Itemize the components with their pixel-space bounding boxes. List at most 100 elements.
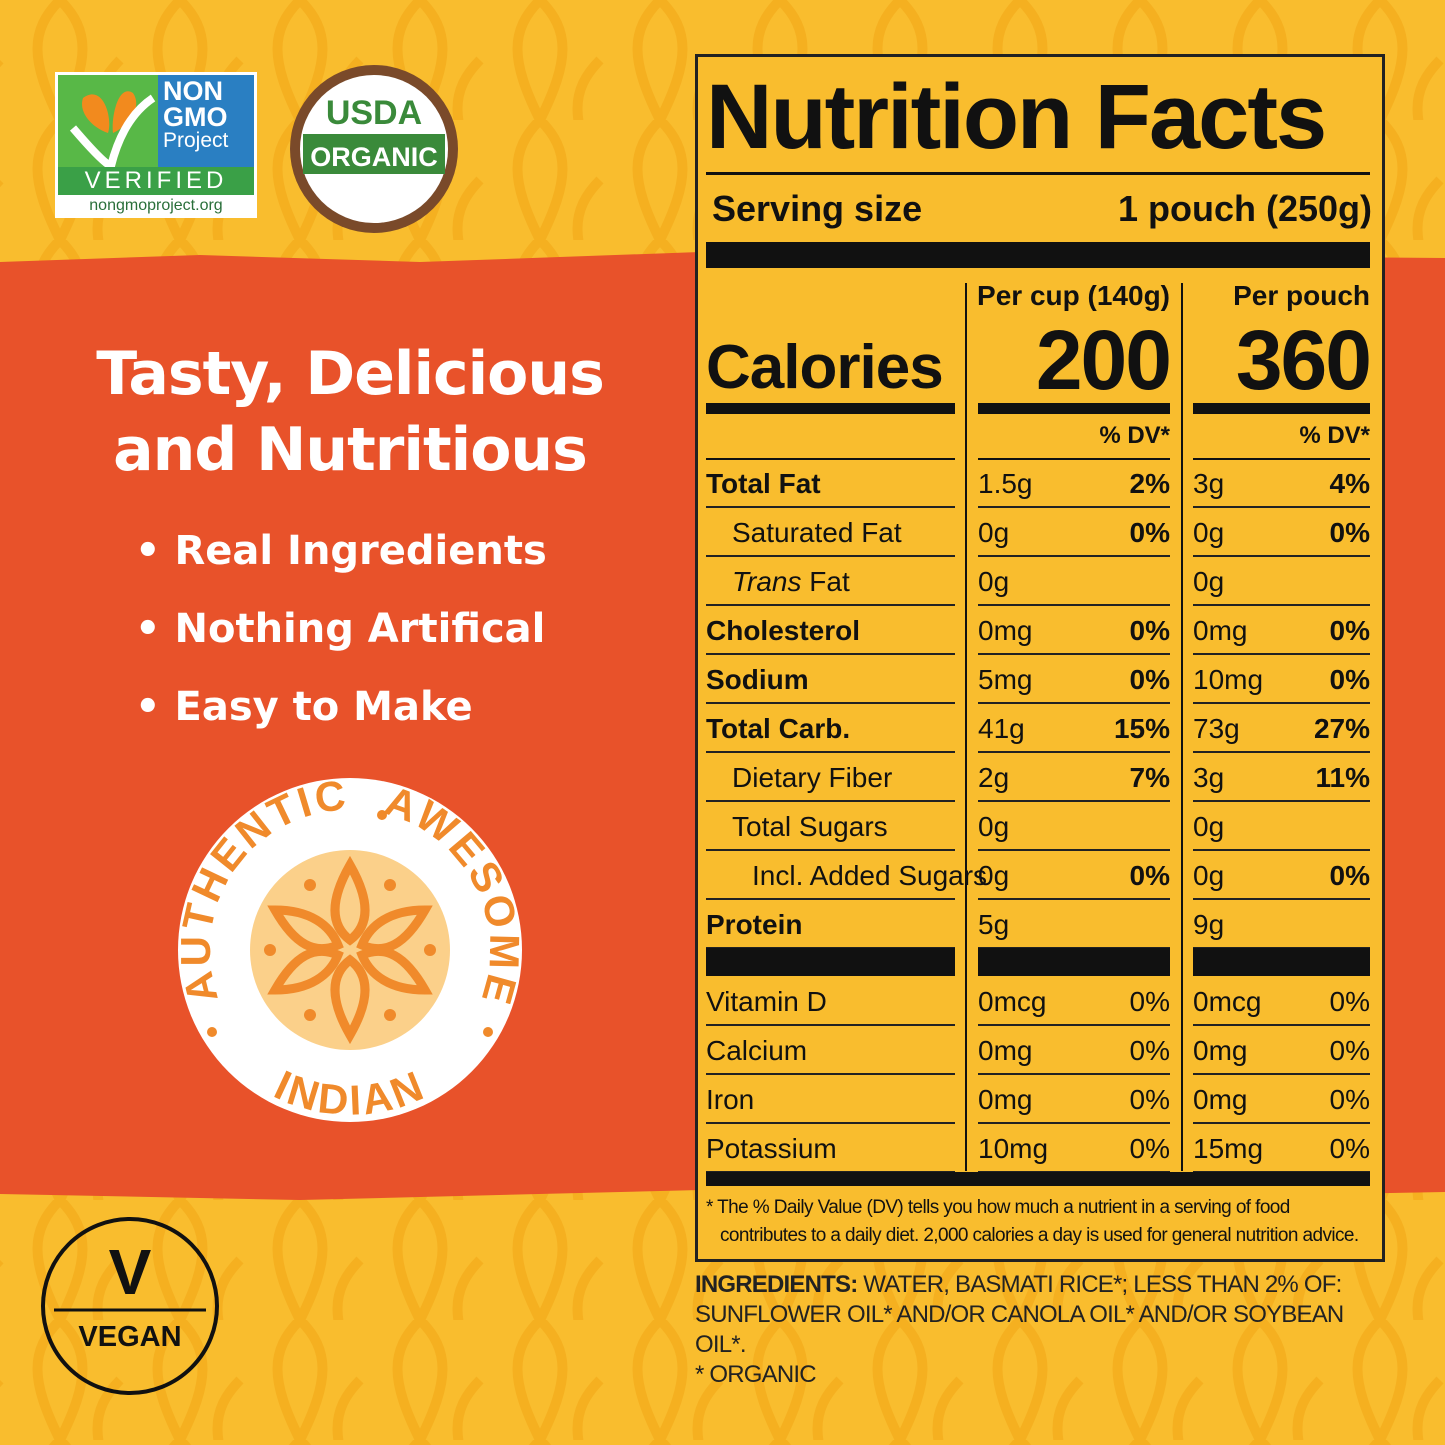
text: 2g <box>978 762 1010 793</box>
text: 10mg <box>978 1133 1049 1164</box>
dv: 0% <box>1129 860 1170 891</box>
vegan-label: VEGAN <box>78 1321 181 1353</box>
headline-line: and Nutritious <box>113 415 588 485</box>
name-text: Total Carb. <box>706 705 955 753</box>
verified-text: VERIFIED <box>58 167 254 195</box>
name-text: Protein <box>706 901 955 949</box>
col-header: Per cup (140g) <box>977 280 1170 311</box>
nutrient-name: Protein <box>706 901 955 949</box>
nutrient-name: Dietary Fiber <box>706 754 955 802</box>
organic-text: ORGANIC <box>310 142 438 172</box>
name-text: Potassium <box>706 1125 955 1173</box>
headline: Tasty, Delicious and Nutritious <box>40 336 660 488</box>
nutrient-name: Potassium <box>706 1125 955 1173</box>
amount-cell: 0mg 0% <box>1193 1076 1370 1124</box>
nutrient-name: Vitamin D <box>706 978 955 1026</box>
dv: 27% <box>1313 713 1370 744</box>
nutrient-name: Incl. Added Sugars <box>706 852 987 900</box>
dv: 11% <box>1315 762 1371 793</box>
bullet-list: • Real Ingredients • Nothing Artifical • E… <box>135 512 547 746</box>
amount-cell: 0g 0% <box>1193 509 1370 557</box>
nutrient-name: Iron <box>706 1076 955 1124</box>
text: Cholesterol <box>706 615 861 646</box>
dv: 0% <box>1329 1035 1370 1066</box>
nutrient-name: Trans Fat <box>706 558 955 606</box>
text: 1.5g <box>978 468 1033 499</box>
dv: 15% <box>1113 713 1170 744</box>
text: Saturated Fat <box>732 517 902 548</box>
name-text: Incl. Added Sugars <box>706 852 987 900</box>
url-text: nongmoproject.org <box>89 197 223 214</box>
headline-line: Tasty, Delicious <box>96 339 605 409</box>
dv: 0% <box>1329 1133 1370 1164</box>
text: 10mg <box>1193 664 1264 695</box>
text: Incl. Added Sugars <box>752 860 988 891</box>
dv: 0% <box>1129 615 1170 646</box>
text: Iron <box>706 1084 755 1115</box>
amount-cell: 41g 15% <box>978 705 1170 753</box>
project-text: Project <box>163 129 229 152</box>
amount-cell: 3g 11% <box>1193 754 1370 802</box>
text: Calcium <box>706 1035 808 1066</box>
dv: 0% <box>1129 517 1170 548</box>
amount-cell: 0mg 0% <box>1193 607 1370 655</box>
amount-cell: 15mg 0% <box>1193 1125 1370 1173</box>
dv: 2% <box>1129 468 1170 499</box>
dv: 7% <box>1129 762 1170 793</box>
text: 0g <box>978 860 1010 891</box>
amount-cell: 0g <box>978 558 1170 606</box>
text: 41g <box>978 713 1025 744</box>
text: 0mg <box>978 615 1033 646</box>
nutrient-name: Saturated Fat <box>706 509 955 557</box>
col-header: Per pouch <box>1233 280 1370 311</box>
dv-header: % DV* <box>1299 422 1370 449</box>
bullet: • Easy to Make <box>135 684 473 730</box>
text: 0g <box>1193 566 1225 597</box>
amount-cell: 5g <box>978 901 1170 949</box>
text: Total Sugars <box>732 811 888 842</box>
text: 0mg <box>978 1035 1033 1066</box>
amount-cell: 0g 0% <box>1193 852 1370 900</box>
ingredients-note: * ORGANIC <box>695 1361 817 1388</box>
text: 0g <box>978 566 1010 597</box>
dv: 0% <box>1129 986 1170 1017</box>
text: 0mg <box>1193 615 1248 646</box>
butterfly-icon <box>69 91 156 168</box>
amount-cell: 0mg 0% <box>1193 1027 1370 1075</box>
dv: 0% <box>1129 1035 1170 1066</box>
text: Protein <box>706 909 803 940</box>
amount-cell: 0mg 0% <box>978 607 1170 655</box>
nutrition-title: Nutrition Facts <box>706 66 1327 168</box>
amount-cell: 0g 0% <box>978 509 1170 557</box>
usda-seal: USDA ORGANIC <box>290 65 458 233</box>
text: Sodium <box>706 664 809 695</box>
text: 5mg <box>978 664 1033 695</box>
amount-cell: 0g <box>978 803 1170 851</box>
usda-text: USDA <box>326 94 422 132</box>
amount-cell: 5mg 0% <box>978 656 1170 704</box>
text: 0mg <box>1193 1084 1248 1115</box>
text: 15mg <box>1193 1133 1264 1164</box>
amount-cell: 0mcg 0% <box>1193 978 1370 1026</box>
name-text: Dietary Fiber <box>706 754 955 802</box>
amount-cell: 1.5g 2% <box>978 460 1170 508</box>
name-text: Sodium <box>706 656 955 704</box>
text: 0g <box>1193 517 1225 548</box>
text: 0mg <box>1193 1035 1248 1066</box>
authentic-seal: AUTHENTIC AWESOME INDIAN <box>172 771 525 1124</box>
amount-cell: 0g <box>1193 558 1370 606</box>
text: 0g <box>1193 860 1225 891</box>
dv: 0% <box>1329 860 1370 891</box>
amount-cell: 3g 4% <box>1193 460 1370 508</box>
text: Nothing Artifical <box>174 606 546 652</box>
dv: 0% <box>1329 1084 1370 1115</box>
text: Vitamin D <box>706 986 827 1017</box>
vegan-badge: V VEGAN <box>41 1217 219 1395</box>
bullet: • Real Ingredients <box>135 528 547 574</box>
calories-value: 360 <box>1235 313 1372 407</box>
amount-cell: 2g 7% <box>978 754 1170 802</box>
text: 73g <box>1193 713 1240 744</box>
nutrient-name: Sodium <box>706 656 955 704</box>
